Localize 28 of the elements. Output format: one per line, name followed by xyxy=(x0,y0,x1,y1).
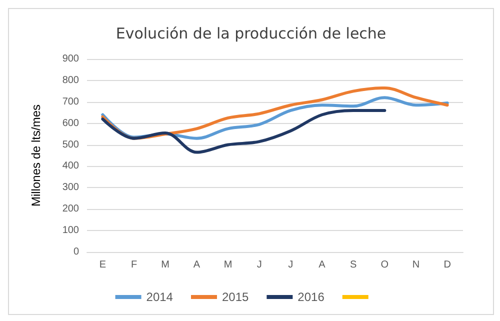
y-tick-label: 500 xyxy=(62,139,80,150)
x-tick-label: M xyxy=(224,260,232,270)
y-tick-label: 100 xyxy=(62,225,80,236)
x-tick-label: O xyxy=(380,260,389,270)
x-tick-label: A xyxy=(193,260,200,270)
x-tick-label: J xyxy=(288,260,294,270)
x-tick-label: M xyxy=(161,260,170,270)
chart-title: Evolución de la producción de leche xyxy=(116,24,386,42)
x-tick-label: F xyxy=(130,260,138,270)
x-tick-label: E xyxy=(99,260,106,270)
legend-label: 2015 xyxy=(222,290,250,304)
y-tick-label: 700 xyxy=(62,96,80,108)
legend-label: 2016 xyxy=(298,290,325,304)
x-tick-label: D xyxy=(444,260,451,270)
x-tick-label: J xyxy=(256,260,262,270)
legend-label: 2014 xyxy=(146,290,174,304)
y-tick-label: 300 xyxy=(62,182,80,194)
y-tick-label: 0 xyxy=(73,246,80,258)
y-axis-title: Millones de lts/mes xyxy=(29,104,43,207)
y-tick-label: 600 xyxy=(62,118,80,129)
y-tick-label: 900 xyxy=(62,54,80,64)
y-tick-label: 200 xyxy=(62,204,80,215)
y-tick-label: 800 xyxy=(62,74,80,86)
x-tick-label: N xyxy=(412,260,420,270)
line-series xyxy=(101,108,386,154)
x-tick-label: A xyxy=(318,260,326,270)
y-tick-label: 400 xyxy=(62,160,80,172)
x-tick-label: S xyxy=(350,260,357,270)
